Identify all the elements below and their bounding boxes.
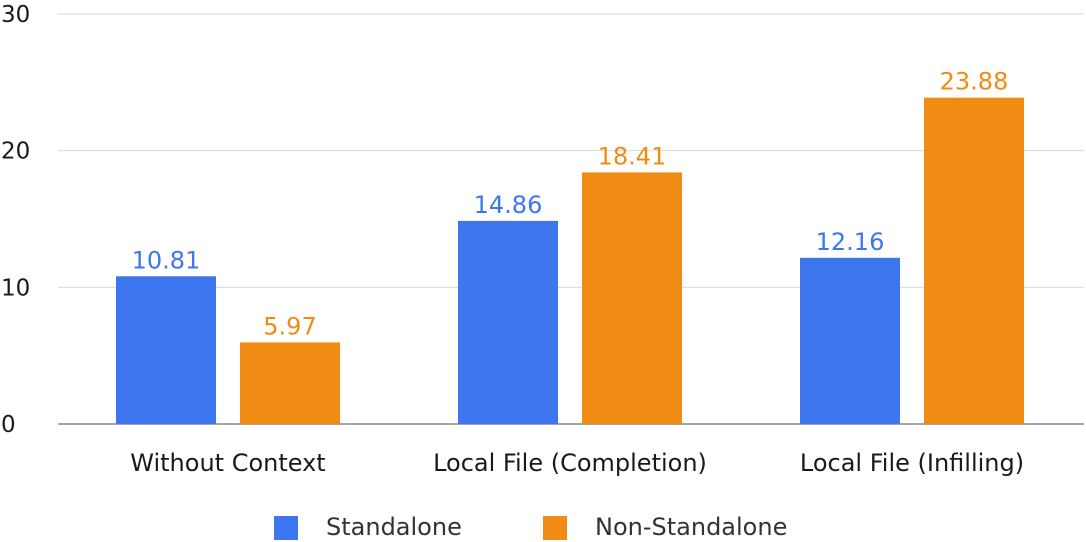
y-tick-label: 0 — [1, 412, 16, 438]
data-label: 23.88 — [940, 68, 1009, 96]
legend-label: Non-Standalone — [595, 513, 787, 541]
y-tick-label: 10 — [1, 275, 30, 301]
bar-standalone — [458, 220, 558, 424]
legend-swatch — [543, 516, 567, 540]
y-axis-ticks: 0 10 20 30 — [1, 2, 30, 438]
bar-non-standalone — [240, 342, 340, 424]
data-labels: 10.81 5.97 14.86 18.41 12.16 23.88 — [132, 68, 1009, 341]
y-tick-label: 30 — [1, 2, 30, 28]
legend-swatch — [274, 516, 298, 540]
data-label: 10.81 — [132, 246, 201, 274]
data-label: 12.16 — [816, 228, 885, 256]
gridlines — [58, 13, 1084, 425]
data-label: 5.97 — [263, 312, 316, 340]
data-label: 18.41 — [598, 142, 667, 170]
x-category-label: Local File (Infilling) — [800, 449, 1024, 477]
y-tick-label: 20 — [1, 139, 30, 165]
legend-label: Standalone — [326, 513, 462, 541]
bar-non-standalone — [924, 97, 1024, 424]
data-label: 14.86 — [474, 191, 543, 219]
bar-standalone — [800, 257, 900, 424]
x-category-label: Local File (Completion) — [433, 449, 707, 477]
legend: Standalone Non-Standalone — [274, 513, 787, 541]
bar-standalone — [116, 276, 216, 424]
x-axis-categories: Without Context Local File (Completion) Lo… — [130, 449, 1024, 477]
bars — [116, 97, 1024, 424]
bar-non-standalone — [582, 172, 682, 424]
x-category-label: Without Context — [130, 449, 325, 477]
